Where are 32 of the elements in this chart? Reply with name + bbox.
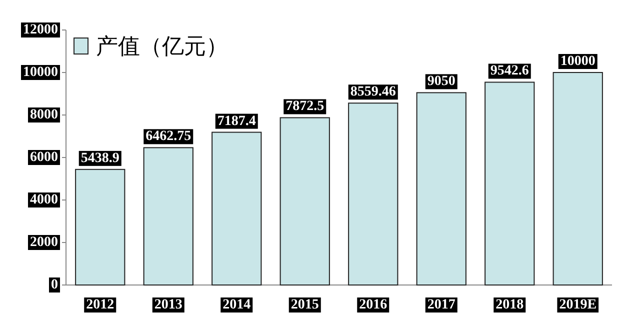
bar xyxy=(280,117,330,286)
legend-label: 产值（亿元） xyxy=(96,34,228,58)
bar xyxy=(484,82,535,286)
bar xyxy=(143,147,194,286)
bar xyxy=(212,132,262,286)
y-tick-label: 0 xyxy=(51,278,58,292)
y-tick-label: 4000 xyxy=(30,192,58,208)
x-tick-label: 2014 xyxy=(222,298,251,312)
x-tick-label: 2018 xyxy=(496,298,524,312)
data-label: 5438.9 xyxy=(80,150,120,166)
x-tick-label: 2013 xyxy=(154,298,182,312)
bar xyxy=(348,102,398,286)
data-label: 9050 xyxy=(427,74,456,90)
data-label: 7872.5 xyxy=(286,99,324,114)
data-label: 9542.6 xyxy=(490,64,529,79)
bar xyxy=(75,168,126,286)
x-tick-label: 2012 xyxy=(86,298,114,312)
data-label: 7187.4 xyxy=(217,114,256,129)
y-tick-label: 2000 xyxy=(30,235,58,250)
bar xyxy=(552,72,603,286)
y-tick-label: 6000 xyxy=(30,150,58,165)
x-tick-label: 2017 xyxy=(427,298,456,312)
x-tick-label: 2019E xyxy=(559,298,597,312)
data-label: 8559.46 xyxy=(350,84,396,100)
bar xyxy=(416,92,466,286)
x-tick-label: 2016 xyxy=(359,298,388,312)
y-tick-label: 10000 xyxy=(23,65,58,80)
y-tick-label: 8000 xyxy=(30,108,58,122)
data-label: 10000 xyxy=(560,54,596,69)
data-label: 6462.75 xyxy=(146,129,192,144)
x-tick-label: 2015 xyxy=(290,298,319,312)
y-tick-label: 12000 xyxy=(23,22,58,38)
